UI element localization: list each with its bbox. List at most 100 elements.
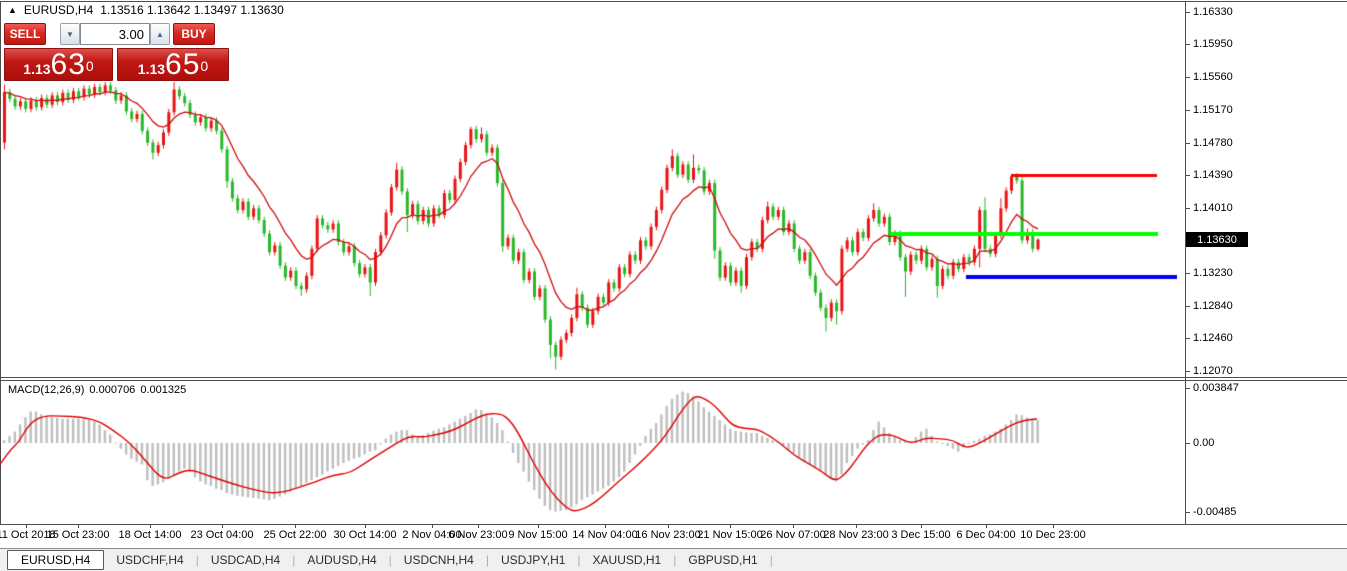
price-axis-label: 1.15560	[1193, 70, 1233, 83]
price-tick	[1185, 142, 1190, 144]
time-axis-label: 18 Oct 14:00	[118, 529, 182, 541]
pane-top-border	[0, 1, 1347, 2]
time-tick	[921, 524, 922, 528]
time-axis-label: 6 Nov 23:00	[448, 529, 508, 541]
price-tick	[1185, 76, 1190, 78]
time-tick	[730, 524, 731, 528]
sell-price-prefix: 1.13	[23, 61, 51, 77]
current-price-tag: 1.13630	[1186, 232, 1248, 248]
chart-tab-usdcad[interactable]: USDCAD,H4	[210, 553, 281, 567]
chevron-down-icon: ▼	[66, 29, 74, 39]
price-axis-label: 1.15950	[1193, 38, 1233, 51]
time-tick	[538, 524, 539, 528]
price-axis-label: 1.15170	[1193, 103, 1233, 116]
chevron-up-icon: ▲	[156, 29, 164, 39]
macd-axis-label: 0.003847	[1193, 382, 1239, 395]
time-tick	[26, 524, 27, 528]
macd-axis-label: 0.00	[1193, 437, 1215, 449]
time-tick	[1053, 524, 1054, 528]
buy-button[interactable]: BUY	[173, 23, 215, 45]
time-tick	[432, 524, 433, 528]
time-axis-label: 23 Oct 04:00	[190, 529, 254, 541]
price-axis-label: 1.12460	[1193, 332, 1233, 345]
price-axis-label: 1.13230	[1193, 267, 1233, 280]
symbol-marker-icon: ▲	[8, 5, 17, 15]
time-axis-label: 2 Nov 04:00	[402, 529, 462, 541]
time-axis-label: 10 Dec 23:00	[1020, 529, 1086, 541]
chart-tab-usdchf[interactable]: USDCHF,H4	[116, 553, 184, 567]
sell-price-big: 63	[50, 48, 86, 81]
price-tick	[1185, 175, 1190, 177]
symbol-period-label: EURUSD,H4	[23, 3, 94, 17]
time-axis-label: 11 Oct 2018	[0, 529, 56, 541]
chart-tab-usdcnh[interactable]: USDCNH,H4	[403, 553, 474, 567]
time-tick	[986, 524, 987, 528]
tab-separator: |	[292, 553, 296, 567]
time-tick	[605, 524, 606, 528]
price-axis-label: 1.12070	[1193, 365, 1233, 377]
time-tick	[793, 524, 794, 528]
price-axis-label: 1.12840	[1193, 300, 1233, 313]
indicator-value-main: 0.000706	[89, 384, 136, 396]
chart-tab-usdjpy[interactable]: USDJPY,H1	[500, 553, 566, 567]
macd-chart-canvas[interactable]	[0, 381, 1185, 524]
volume-increase-button[interactable]: ▲	[150, 23, 170, 45]
time-tick	[222, 524, 223, 528]
time-tick	[668, 524, 669, 528]
price-tick	[1185, 273, 1190, 275]
price-tick	[1185, 338, 1190, 340]
buy-price-sup: 0	[200, 58, 209, 74]
ohlc-values: 1.13516 1.13642 1.13497 1.13630	[100, 3, 284, 17]
chart-tab-eurusd[interactable]: EURUSD,H4	[7, 550, 105, 570]
sell-button[interactable]: SELL	[4, 23, 46, 45]
macd-tick	[1185, 512, 1190, 514]
macd-tick	[1185, 443, 1190, 444]
time-axis-label: 9 Nov 15:00	[508, 529, 568, 541]
indicator-value-signal: 0.001325	[140, 384, 187, 396]
macd-axis-label: -0.00485	[1193, 506, 1237, 519]
time-axis-label: 28 Nov 23:00	[823, 529, 889, 541]
price-tick	[1185, 371, 1190, 372]
tab-separator: |	[577, 553, 581, 567]
time-axis-label: 15 Oct 23:00	[46, 529, 110, 541]
time-axis-label: 14 Nov 04:00	[572, 529, 638, 541]
time-axis-label: 6 Dec 04:00	[956, 529, 1016, 541]
price-tick	[1185, 306, 1190, 308]
macd-tick	[1185, 388, 1190, 390]
chart-tab-audusd[interactable]: AUDUSD,H4	[307, 553, 377, 567]
tab-separator: |	[195, 553, 199, 567]
time-tick	[856, 524, 857, 528]
tab-separator: |	[388, 553, 392, 567]
time-tick	[478, 524, 479, 528]
tab-separator: |	[673, 553, 677, 567]
tab-separator: |	[769, 553, 773, 567]
time-axis-label: 30 Oct 14:00	[333, 529, 397, 541]
chart-tab-xauusd[interactable]: XAUUSD,H1	[592, 553, 662, 567]
chart-tab-gbpusd[interactable]: GBPUSD,H1	[688, 553, 758, 567]
price-tick	[1185, 44, 1190, 46]
price-scale-border[interactable]	[1185, 1, 1186, 524]
price-tick	[1185, 109, 1190, 111]
volume-decrease-button[interactable]: ▼	[60, 23, 80, 45]
price-tick	[1185, 207, 1190, 209]
pane-separator-bottom[interactable]	[0, 380, 1347, 381]
time-axis-label: 3 Dec 15:00	[891, 529, 951, 541]
pane-separator-top[interactable]	[0, 377, 1347, 378]
chart-tab-bar: EURUSD,H4 USDCHF,H4 | USDCAD,H4 | AUDUSD,H4 | U…	[0, 548, 1347, 571]
price-axis-label: 1.14390	[1193, 169, 1233, 182]
time-axis-label: 25 Oct 22:00	[263, 529, 327, 541]
buy-price-panel[interactable]: 1.13 65 0	[117, 48, 229, 81]
time-tick	[365, 524, 366, 528]
volume-input[interactable]	[80, 23, 150, 45]
time-tick	[150, 524, 151, 528]
indicator-name: MACD(12,26,9)	[8, 384, 85, 396]
sell-price-panel[interactable]: 1.13 63 0	[4, 48, 113, 81]
time-tick	[295, 524, 296, 528]
buy-price-big: 65	[165, 48, 201, 81]
price-axis-label: 1.14010	[1193, 201, 1233, 214]
time-axis-label: 26 Nov 07:00	[760, 529, 826, 541]
pane-bottom-border	[0, 524, 1347, 525]
time-axis-label: 21 Nov 15:00	[697, 529, 763, 541]
